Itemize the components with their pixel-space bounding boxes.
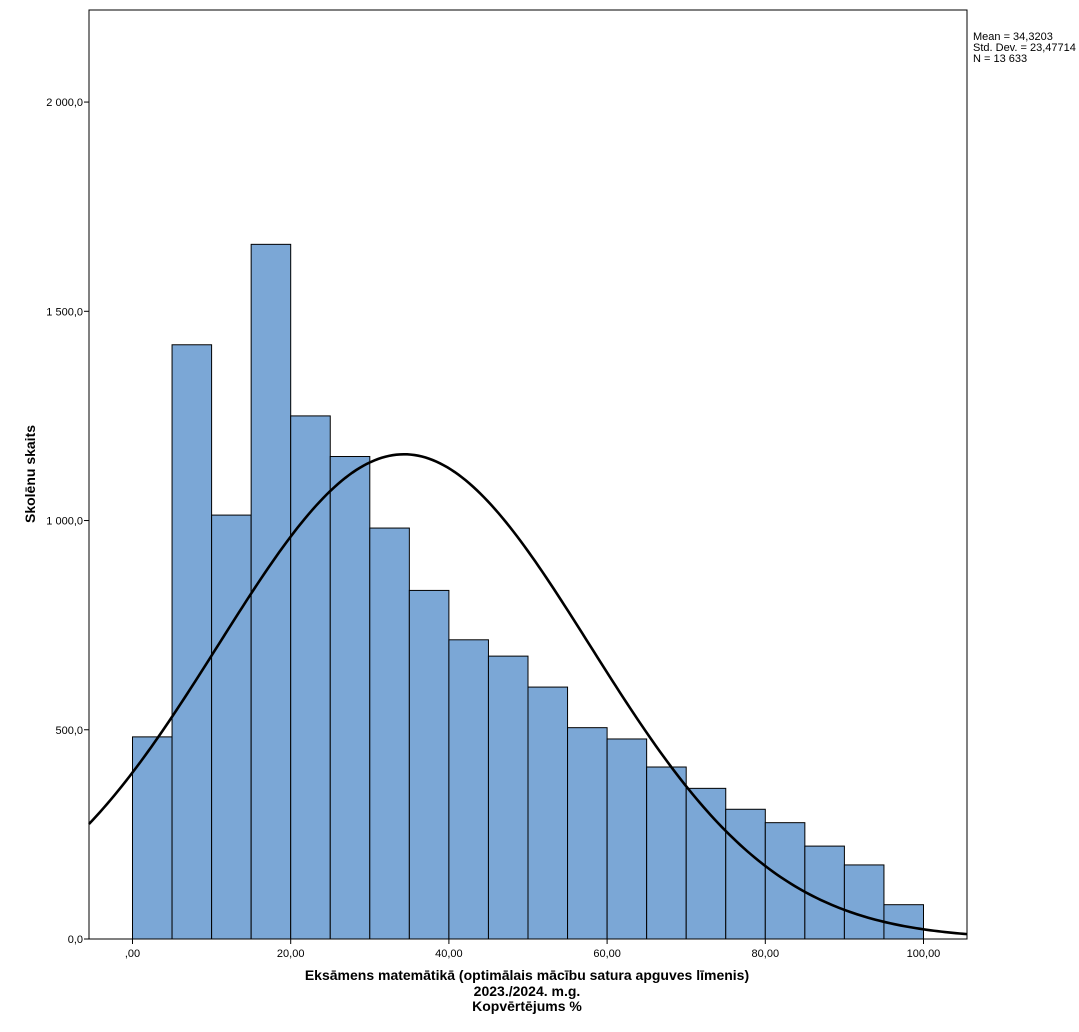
histogram-bar xyxy=(290,415,331,940)
x-axis: ,00 20,00 40,00 60,00 80,00 100,00 xyxy=(125,939,940,960)
histogram-bar xyxy=(646,766,687,940)
stats-std-dev: Std. Dev. = 23,47714 xyxy=(973,42,1076,54)
x-tick-label: 20,00 xyxy=(277,948,305,960)
histogram-bar xyxy=(250,243,292,940)
stats-n: N = 13 633 xyxy=(973,53,1027,65)
histogram-bar xyxy=(132,736,173,940)
y-tick-label: 1 500,0 xyxy=(46,306,83,318)
x-tick-label: ,00 xyxy=(125,948,140,960)
y-tick-label: 2 000,0 xyxy=(46,97,83,109)
y-axis: 0,0 500,0 1 000,0 1 500,0 2 000,0 xyxy=(46,97,89,946)
y-axis-title: Skolēnu skaits xyxy=(22,425,38,523)
x-axis-title-line-2: 2023./2024. m.g. xyxy=(474,983,581,999)
y-tick-label: 1 000,0 xyxy=(46,516,83,528)
x-axis-title-line-1: Eksāmens matemātikā (optimālais mācību s… xyxy=(305,967,749,983)
stats-mean: Mean = 34,3203 xyxy=(973,31,1053,43)
histogram-bar xyxy=(329,456,371,940)
x-tick-label: 40,00 xyxy=(435,948,463,960)
stats-box: Mean = 34,3203 Std. Dev. = 23,47714 N = … xyxy=(973,31,1076,65)
histogram-bar xyxy=(527,686,569,940)
histogram-bar xyxy=(567,727,608,940)
y-tick-label: 500,0 xyxy=(55,725,83,737)
histogram-bar xyxy=(211,514,252,940)
histogram-bar xyxy=(804,845,845,940)
histogram-bar xyxy=(606,738,648,940)
histogram-bar xyxy=(369,527,410,940)
histogram-bar xyxy=(448,639,489,940)
histogram-bar xyxy=(843,864,885,940)
histogram-bars xyxy=(132,243,925,940)
histogram-bar xyxy=(171,344,213,940)
histogram-bar xyxy=(408,589,450,940)
x-tick-label: 60,00 xyxy=(593,948,621,960)
normal-curve xyxy=(88,452,968,936)
y-tick-label: 0,0 xyxy=(68,934,83,946)
x-tick-label: 100,00 xyxy=(907,948,941,960)
histogram-bar xyxy=(725,808,766,940)
x-axis-title-line-3: Kopvērtējums % xyxy=(472,998,582,1014)
histogram-bar xyxy=(685,787,727,940)
histogram-bar xyxy=(883,904,925,940)
histogram-bar xyxy=(487,655,529,940)
x-tick-label: 80,00 xyxy=(752,948,780,960)
